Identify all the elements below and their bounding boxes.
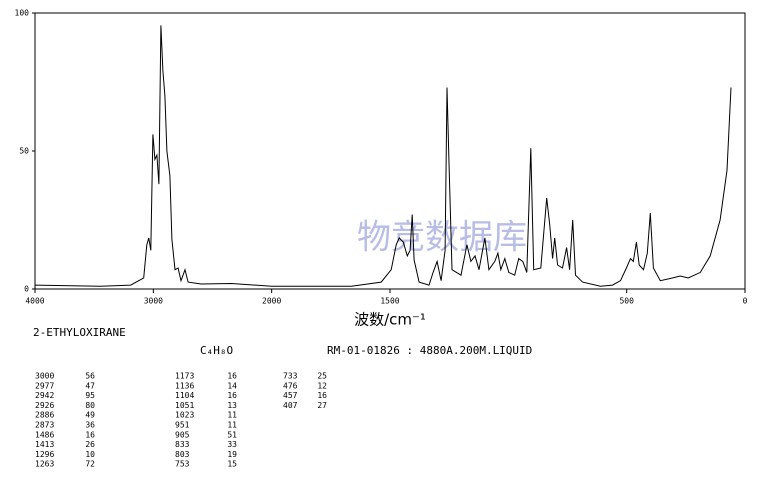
y-tick-label: 50 [19, 147, 29, 156]
peak-wavenumber: 407 [283, 401, 298, 410]
x-tick-label: 3000 [144, 297, 163, 306]
peak-intensity: 16 [227, 391, 237, 400]
peak-intensity: 16 [85, 430, 95, 439]
watermark: 物竞数据库 [357, 218, 527, 258]
peak-intensity: 16 [317, 391, 327, 400]
x-tick-label: 500 [619, 297, 634, 306]
peak-wavenumber: 733 [283, 372, 298, 381]
peak-intensity: 13 [227, 401, 237, 410]
y-tick-label: 100 [15, 9, 30, 18]
peak-wavenumber: 1136 [175, 381, 194, 390]
peak-wavenumber: 1263 [35, 460, 54, 469]
x-axis-label: 波数/cm⁻¹ [354, 311, 426, 329]
peak-intensity: 80 [85, 401, 95, 410]
peak-intensity: 14 [227, 381, 237, 390]
peak-wavenumber: 1486 [35, 430, 54, 439]
x-tick-label: 0 [743, 297, 748, 306]
peak-intensity: 16 [227, 372, 237, 381]
peak-wavenumber: 951 [175, 421, 190, 430]
peak-wavenumber: 3000 [35, 372, 54, 381]
peak-wavenumber: 905 [175, 430, 190, 439]
peak-intensity: 72 [85, 460, 95, 469]
chart-title: 2-ETHYLOXIRANE [33, 326, 126, 339]
peak-intensity: 25 [317, 372, 327, 381]
spectrum-line [34, 25, 732, 287]
peak-intensity: 12 [317, 381, 327, 390]
peak-intensity: 27 [317, 401, 327, 410]
peak-intensity: 10 [85, 450, 95, 459]
x-tick-label: 4000 [25, 297, 44, 306]
peak-wavenumber: 1051 [175, 401, 194, 410]
formula: C₄H₈O [200, 344, 233, 357]
peak-intensity: 51 [227, 430, 237, 439]
peak-wavenumber: 833 [175, 440, 190, 449]
peak-intensity: 95 [85, 391, 95, 400]
peak-intensity: 36 [85, 421, 95, 430]
peak-wavenumber: 2942 [35, 391, 54, 400]
peak-wavenumber: 1413 [35, 440, 54, 449]
peak-wavenumber: 1173 [175, 372, 194, 381]
peak-wavenumber: 2873 [35, 421, 54, 430]
peak-wavenumber: 2886 [35, 411, 54, 420]
peak-wavenumber: 457 [283, 391, 298, 400]
peak-intensity: 11 [227, 421, 237, 430]
peak-intensity: 56 [85, 372, 95, 381]
peak-wavenumber: 1023 [175, 411, 194, 420]
peak-wavenumber: 1296 [35, 450, 54, 459]
peak-wavenumber: 803 [175, 450, 190, 459]
peak-wavenumber: 753 [175, 460, 190, 469]
x-tick-label: 1500 [380, 297, 399, 306]
peak-intensity: 15 [227, 460, 237, 469]
peak-intensity: 49 [85, 411, 95, 420]
x-tick-label: 2000 [262, 297, 281, 306]
peak-wavenumber: 2926 [35, 401, 54, 410]
peak-intensity: 19 [227, 450, 237, 459]
peak-intensity: 11 [227, 411, 237, 420]
peak-wavenumber: 1104 [175, 391, 194, 400]
y-tick-label: 0 [24, 285, 29, 294]
peak-intensity: 33 [227, 440, 237, 449]
peak-wavenumber: 476 [283, 381, 298, 390]
peak-intensity: 26 [85, 440, 95, 449]
peak-intensity: 47 [85, 381, 95, 390]
subtitle: RM-01-01826 : 4880A.200M.LIQUID [327, 344, 532, 357]
peak-wavenumber: 2977 [35, 381, 54, 390]
